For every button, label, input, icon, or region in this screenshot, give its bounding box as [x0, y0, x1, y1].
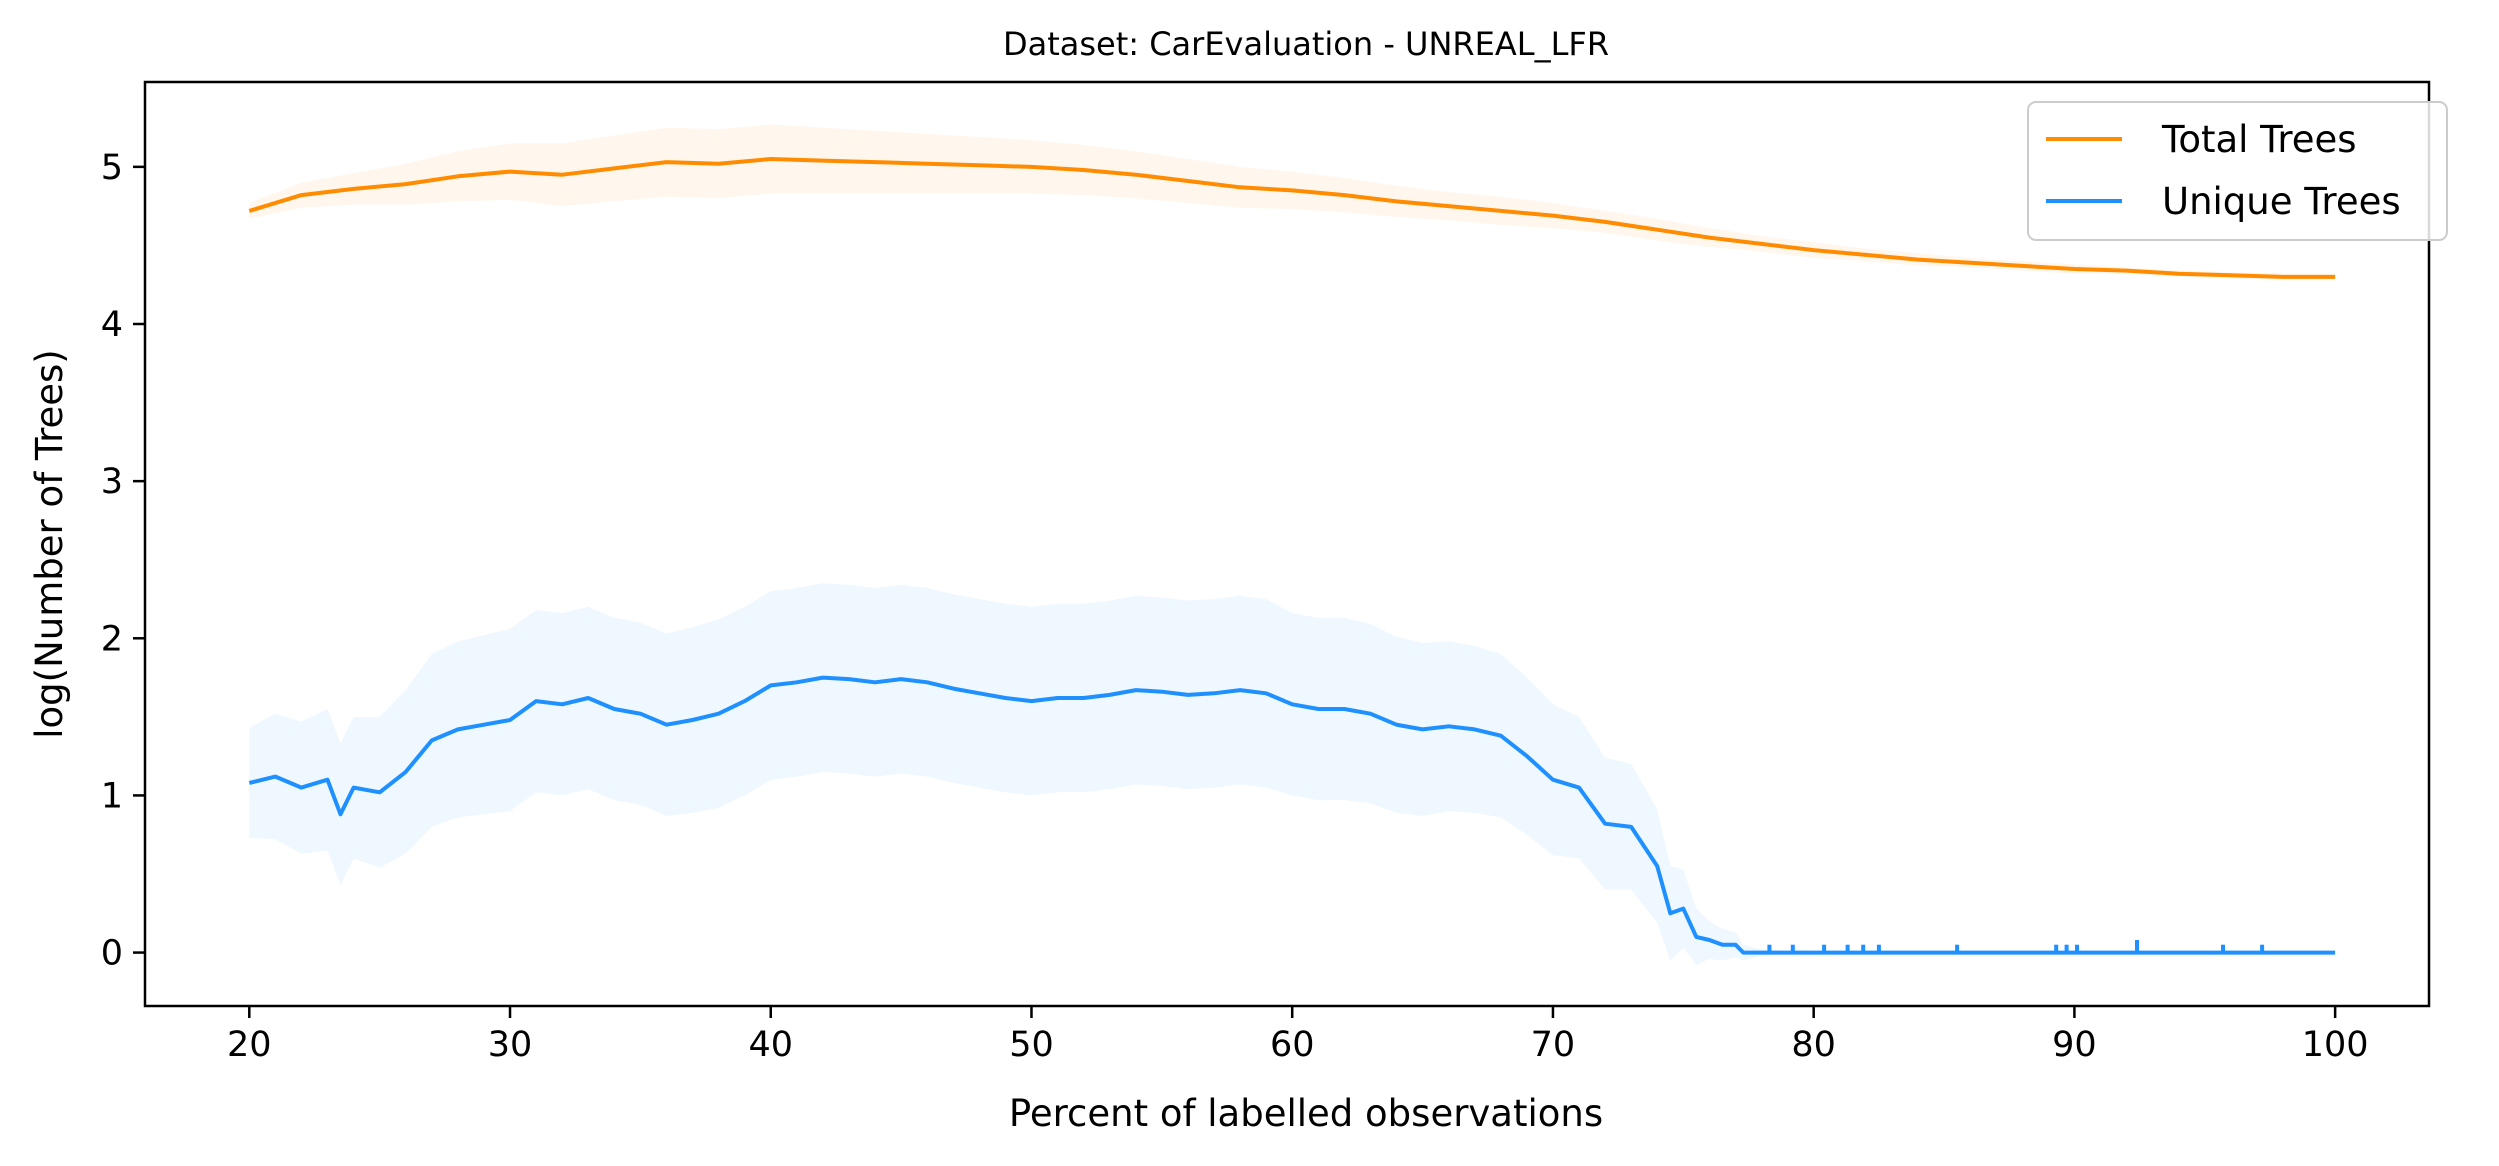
x-tick-label: 70 [1531, 1025, 1576, 1065]
y-tick-label: 2 [101, 619, 123, 659]
y-tick-label: 3 [101, 462, 123, 502]
x-axis-ticks: 20 30 40 50 60 70 80 90 100 [227, 1006, 2369, 1065]
x-tick-label: 80 [1791, 1025, 1836, 1065]
unique-trees-line [248, 675, 2336, 955]
y-tick-label: 1 [101, 776, 123, 816]
y-tick-label: 4 [101, 305, 123, 345]
unique-trees-band [249, 583, 2336, 966]
legend-box [2027, 101, 2448, 241]
chart-title: Dataset: CarEvaluation - UNREAL_LFR [1003, 25, 1609, 63]
total-trees-line [248, 157, 2336, 279]
series-lines [248, 157, 2336, 955]
y-axis-ticks: 0 1 2 3 4 5 [101, 148, 145, 974]
x-tick-label: 60 [1270, 1025, 1315, 1065]
confidence-bands [249, 124, 2336, 966]
x-tick-label: 40 [748, 1025, 793, 1065]
y-tick-label: 5 [101, 148, 123, 188]
total-trees-band [249, 124, 2336, 281]
x-tick-label: 50 [1009, 1025, 1054, 1065]
legend-label-unique-trees: Unique Trees [2162, 180, 2401, 223]
legend: Total Trees Unique Trees [2027, 101, 2448, 241]
x-tick-label: 30 [488, 1025, 533, 1065]
y-axis-label: log(Number of Trees) [28, 349, 71, 738]
x-tick-label: 20 [227, 1025, 272, 1065]
x-axis-label: Percent of labelled observations [1009, 1092, 1603, 1135]
x-tick-label: 90 [2052, 1025, 2097, 1065]
x-tick-label: 100 [2302, 1025, 2369, 1065]
legend-label-total-trees: Total Trees [2161, 118, 2357, 161]
y-tick-label: 0 [101, 934, 123, 974]
plot-area-frame [143, 80, 2431, 1008]
